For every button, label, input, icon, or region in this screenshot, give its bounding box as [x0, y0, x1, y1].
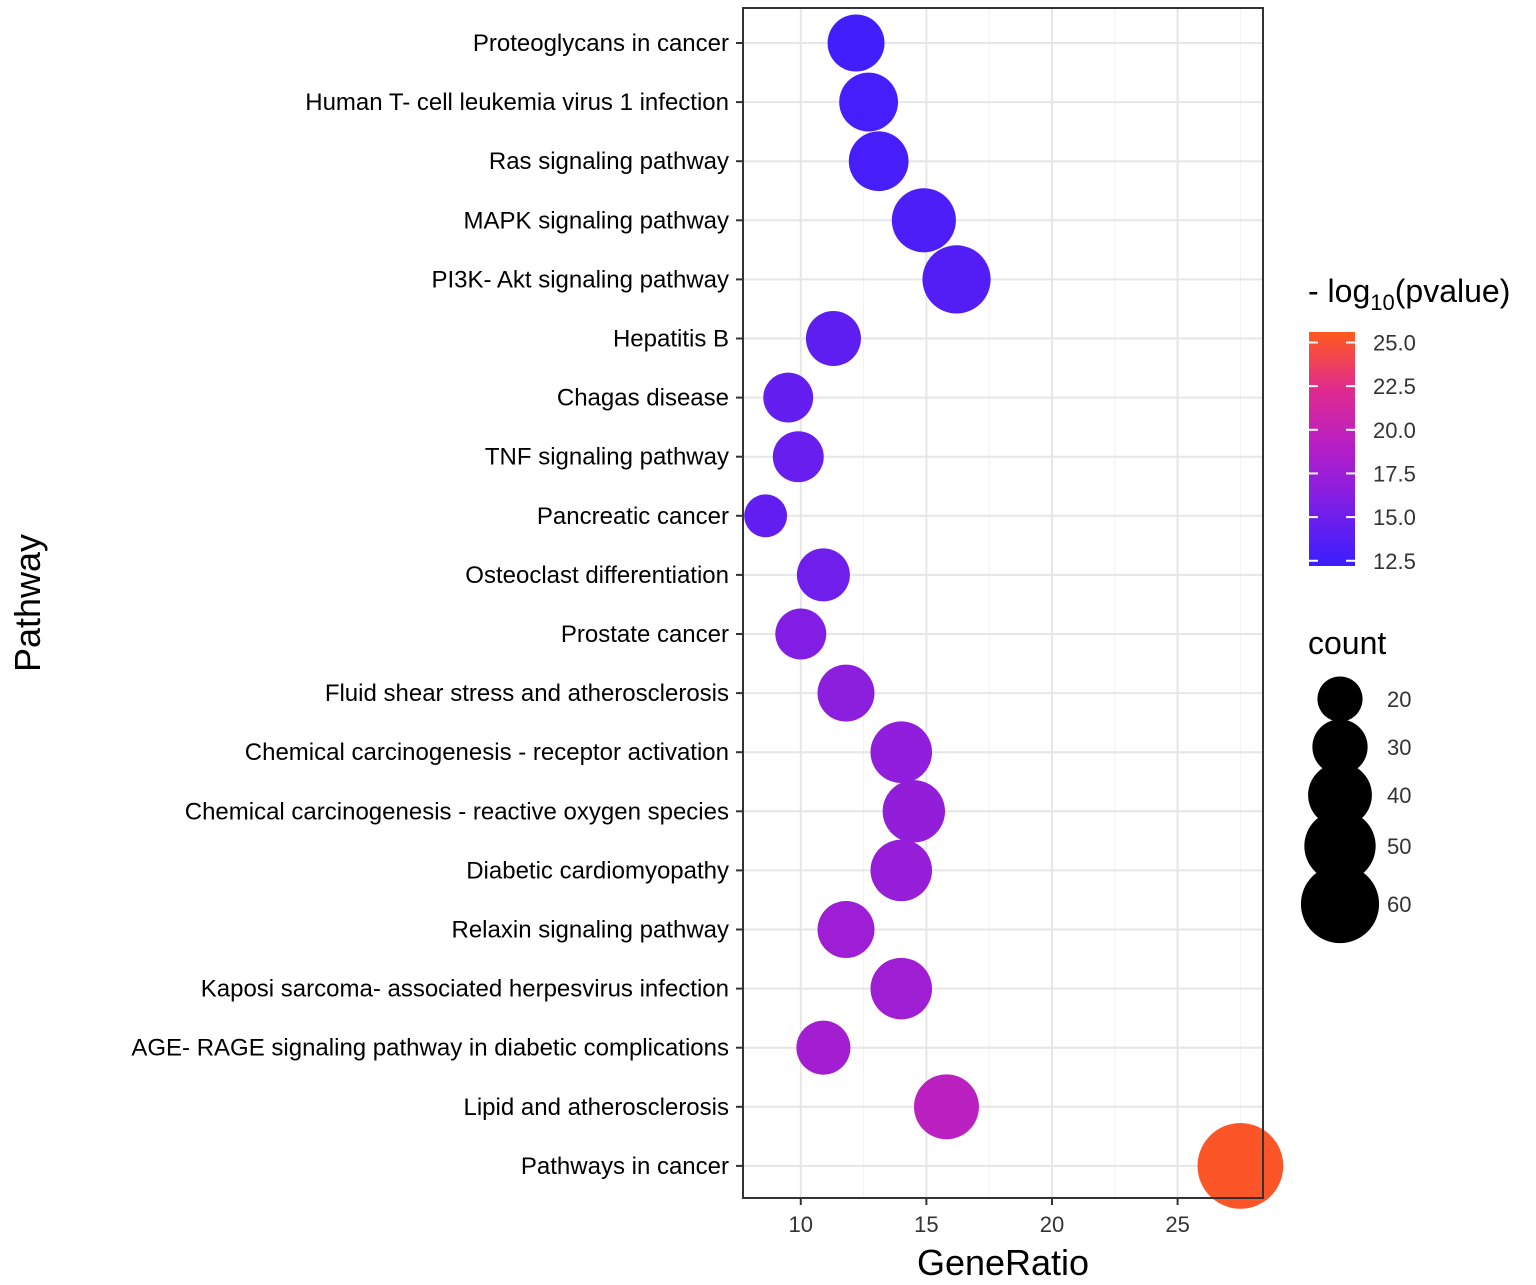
y-tick-label: Chemical carcinogenesis - receptor activ… [245, 739, 729, 766]
color-bar-tick-label: 25.0 [1373, 330, 1416, 355]
data-point [870, 957, 933, 1020]
data-point [922, 245, 991, 314]
size-legend: count 20 30 40 50 60 [1300, 625, 1411, 944]
y-tick-label: Hepatitis B [613, 326, 729, 353]
y-tick-label: Chagas disease [557, 385, 729, 412]
data-point [891, 188, 956, 253]
y-tick-label: Relaxin signaling pathway [452, 917, 730, 944]
data-point [848, 131, 909, 192]
y-tick-label: Lipid and atherosclerosis [464, 1094, 730, 1121]
size-legend-marker [1300, 864, 1380, 944]
color-bar-tick-label: 20.0 [1373, 418, 1416, 443]
size-legend-marker [1304, 810, 1376, 882]
color-legend-title: - log10(pvalue) [1308, 273, 1510, 315]
size-legend-marker [1312, 719, 1368, 775]
color-legend: - log10(pvalue) 25.0 22.5 20.0 17.5 15.0 12.5 [1308, 273, 1510, 574]
y-tick-label: TNF signaling pathway [485, 444, 729, 471]
y-tick-label: MAPK signaling pathway [464, 207, 729, 234]
color-legend-title-suffix: (pvalue) [1395, 273, 1511, 309]
data-point [772, 431, 824, 483]
color-legend-title-subscript: 10 [1370, 290, 1394, 315]
y-tick-label: Kaposi sarcoma- associated herpesvirus i… [201, 976, 729, 1003]
y-axis-title: Pathway [7, 534, 48, 672]
data-point [817, 901, 875, 958]
data-points [744, 14, 1284, 1209]
y-tick-label: PI3K- Akt signaling pathway [431, 266, 729, 293]
y-tick-label: Prostate cancer [561, 621, 729, 648]
x-tick-label: 25 [1165, 1212, 1189, 1237]
y-tick-label: Pathways in cancer [521, 1153, 729, 1180]
data-point [817, 664, 875, 722]
data-point [870, 721, 933, 783]
data-point [796, 1020, 851, 1075]
size-legend-label: 20 [1387, 687, 1411, 712]
size-legend-label: 30 [1387, 735, 1411, 760]
size-legend-items: 20 30 40 50 60 [1300, 676, 1411, 944]
grid-lines [743, 8, 1263, 1198]
data-point [870, 839, 933, 902]
y-axis: Proteoglycans in cancer Human T- cell leu… [131, 30, 743, 1180]
y-tick-label: Ras signaling pathway [489, 148, 729, 175]
color-bar-tick-label: 12.5 [1373, 549, 1416, 574]
data-point [763, 372, 814, 423]
y-tick-label: Diabetic cardiomyopathy [466, 857, 729, 884]
size-legend-label: 50 [1387, 834, 1411, 859]
data-point [775, 608, 827, 660]
y-tick-label: Fluid shear stress and atherosclerosis [325, 680, 729, 707]
color-bar-tick-label: 22.5 [1373, 374, 1416, 399]
size-legend-marker [1308, 763, 1372, 827]
size-legend-marker [1317, 676, 1363, 722]
size-legend-title: count [1308, 625, 1386, 661]
y-tick-label: Proteoglycans in cancer [473, 30, 729, 57]
color-bar [1309, 332, 1355, 566]
size-legend-label: 60 [1387, 892, 1411, 917]
y-tick-label: Chemical carcinogenesis - reactive oxyge… [185, 798, 729, 825]
x-tick-label: 20 [1040, 1212, 1064, 1237]
y-tick-label: Pancreatic cancer [537, 503, 729, 530]
color-bar-tick-label: 15.0 [1373, 505, 1416, 530]
plot-panel-border [742, 7, 1264, 1199]
color-bar-ticks: 25.0 22.5 20.0 17.5 15.0 12.5 [1309, 330, 1416, 574]
color-legend-title-prefix: - log [1308, 273, 1370, 309]
y-tick-label: Human T- cell leukemia virus 1 infection [305, 89, 729, 116]
data-point [839, 72, 899, 132]
x-tick-label: 10 [789, 1212, 813, 1237]
data-point [796, 548, 850, 602]
y-tick-label: Osteoclast differentiation [465, 562, 729, 589]
data-point [744, 494, 788, 538]
y-tick-label: AGE- RAGE signaling pathway in diabetic … [131, 1035, 729, 1062]
data-point [1197, 1123, 1284, 1209]
data-point [914, 1074, 979, 1140]
color-bar-tick-label: 17.5 [1373, 461, 1416, 486]
data-point [882, 780, 946, 843]
x-axis: 10 15 20 25 [789, 1198, 1190, 1237]
size-legend-label: 40 [1387, 783, 1411, 808]
x-tick-label: 15 [914, 1212, 938, 1237]
data-point [827, 14, 885, 72]
data-point [805, 310, 861, 367]
x-axis-title: GeneRatio [917, 1242, 1089, 1283]
